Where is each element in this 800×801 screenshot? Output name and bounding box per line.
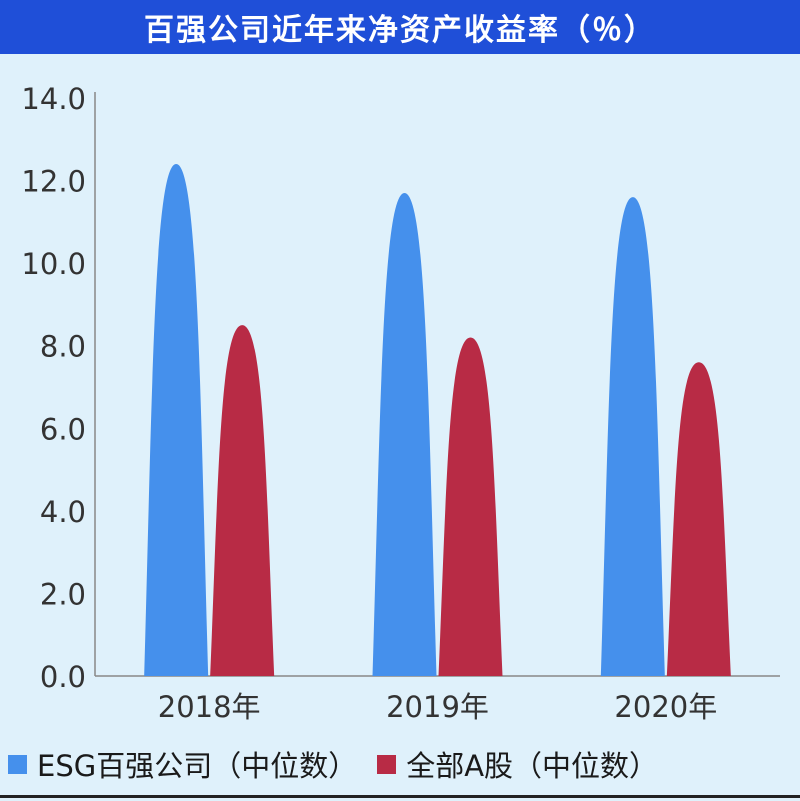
y-tick-label: 2.0 <box>40 577 86 611</box>
bar-all-a-0 <box>210 325 275 676</box>
bar-esg-2 <box>600 197 665 677</box>
legend-label-all-a: 全部A股（中位数） <box>406 749 659 783</box>
y-tick-label: 6.0 <box>40 412 86 446</box>
bar-all-a-2 <box>666 362 731 676</box>
bottom-rule <box>0 795 800 798</box>
bar-all-a-1 <box>438 337 503 676</box>
y-tick-label: 12.0 <box>21 165 86 199</box>
bar-chart: 0.0 2.0 4.0 6.0 8.0 10.0 12.0 14.0 2018年 2019年 202… <box>21 82 780 724</box>
chart-title: 百强公司近年来净资产收益率（％） <box>0 0 800 54</box>
y-tick-label: 10.0 <box>21 247 86 281</box>
bar-esg-0 <box>144 164 209 677</box>
legend-swatch-esg <box>8 754 27 774</box>
legend-swatch-all-a <box>377 754 397 774</box>
legend-item-all-a: 全部A股（中位数） <box>377 743 658 785</box>
x-tick-label: 2019年 <box>386 690 489 724</box>
x-tick-label: 2018年 <box>158 690 261 724</box>
legend-label-esg: ESG百强公司（中位数） <box>37 749 358 783</box>
y-tick-label: 4.0 <box>40 495 86 529</box>
y-tick-label: 14.0 <box>21 82 86 116</box>
x-tick-label: 2020年 <box>614 690 717 724</box>
legend-item-esg: ESG百强公司（中位数） <box>8 743 357 785</box>
bar-esg-1 <box>372 192 437 676</box>
y-tick-label: 8.0 <box>40 330 86 364</box>
y-tick-label: 0.0 <box>40 660 86 694</box>
legend: ESG百强公司（中位数） 全部A股（中位数） <box>8 742 792 786</box>
